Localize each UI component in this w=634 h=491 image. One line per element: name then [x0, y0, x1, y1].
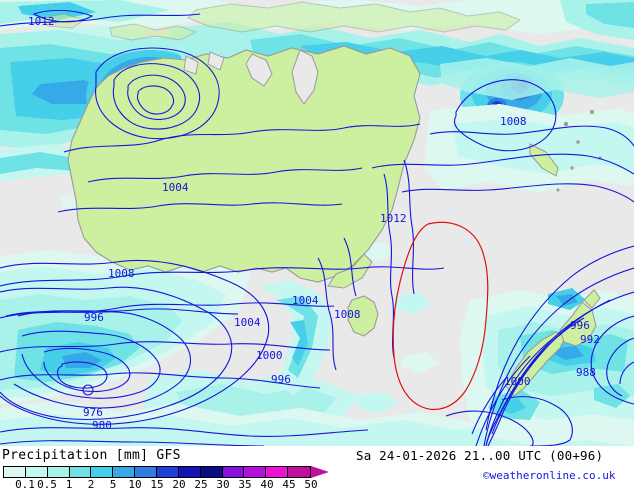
isobar-label: 1008	[334, 308, 361, 321]
landmasses	[39, 1, 602, 397]
colorbar-cell	[200, 467, 223, 477]
colorbar-tick: 20	[172, 478, 186, 491]
colorbar-cell	[4, 467, 26, 477]
colorbar-cell	[222, 467, 245, 477]
colorbar-cell	[244, 467, 267, 477]
colorbar-tick: 5	[109, 478, 117, 491]
colorbar-cell	[91, 467, 114, 477]
colorbar-tick: 1	[65, 478, 73, 491]
isobar-label: 1000	[504, 375, 531, 388]
colorbar-cell	[178, 467, 201, 477]
colorbar-tick: 25	[194, 478, 208, 491]
new-caledonia-landmass	[529, 143, 559, 177]
isobar-label: 988	[576, 366, 596, 379]
warm-isobar-contour	[392, 221, 489, 411]
colorbar-tick: 35	[238, 478, 252, 491]
copyright-notice: ©weatheronline.co.uk	[483, 469, 616, 482]
colorbar-swatches	[3, 466, 311, 478]
colorbar-overflow-arrow	[311, 466, 329, 478]
colorbar-tick: 10	[128, 478, 142, 491]
isobar-label: 980	[92, 419, 112, 432]
colorbar-tick: 15	[150, 478, 164, 491]
isobar-label: 1008	[500, 115, 527, 128]
tasmania-landmass	[347, 295, 379, 337]
isobar-label: 1012	[380, 212, 407, 225]
colorbar-cell	[266, 467, 289, 477]
australia-landmass	[67, 45, 421, 283]
colorbar-tick: 45	[282, 478, 296, 491]
colorbar-tick: 2	[87, 478, 95, 491]
isobar-label: 996	[570, 319, 590, 332]
colorbar-cell	[25, 467, 48, 477]
colorbar-cell	[69, 467, 92, 477]
precipitation-colorbar	[3, 466, 333, 478]
new-guinea-landmass	[187, 1, 522, 33]
colorbar-cell	[113, 467, 136, 477]
isobar-label: 1004	[234, 316, 261, 329]
colorbar-tick: 40	[260, 478, 274, 491]
isobar-label: 1004	[162, 181, 189, 194]
map-canvas: 1012 1008 1004 1012 1008 1004 996 1004 1…	[0, 0, 634, 446]
isobar-label: 996	[271, 373, 291, 386]
isobar-label: 1004	[292, 294, 319, 307]
isobar-label: 1012	[28, 15, 55, 28]
colorbar-tick: 0.1	[15, 478, 35, 491]
forecast-run-datetime: Sa 24-01-2026 21..00 UTC (00+96)	[356, 448, 604, 463]
isobar-label: 1008	[108, 267, 135, 280]
isobar-labels: 1012 1008 1004 1012 1008 1004 996 1004 1…	[28, 15, 600, 432]
isobar-label: 992	[580, 333, 600, 346]
colorbar-tick-labels: 0.1 0.5 1 2 5 10 15 20 25 30 35 40 45 50	[0, 478, 330, 491]
isobar-label: 996	[84, 311, 104, 324]
colorbar-tick: 0.5	[37, 478, 57, 491]
isobar-label: 976	[83, 406, 103, 419]
colorbar-cell	[288, 467, 311, 477]
colorbar-tick: 50	[304, 478, 318, 491]
colorbar-cell	[47, 467, 70, 477]
colorbar-tick: 30	[216, 478, 230, 491]
legend-title: Precipitation [mm] GFS	[2, 448, 181, 463]
colorbar-cell	[157, 467, 179, 477]
isobar-contours	[0, 9, 634, 446]
precipitation-map[interactable]: 1012 1008 1004 1012 1008 1004 996 1004 1…	[0, 0, 634, 446]
colorbar-cell	[135, 467, 158, 477]
isobar-label: 1000	[256, 349, 283, 362]
map-footer: Precipitation [mm] GFS 0.1 0.5 1 2 5 10 15 20 25…	[0, 446, 634, 491]
